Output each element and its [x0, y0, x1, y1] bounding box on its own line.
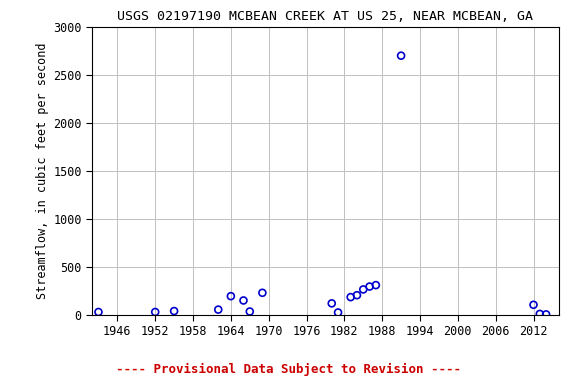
Point [94, 309, 103, 315]
Point [226, 293, 236, 299]
Point [359, 286, 368, 293]
Point [214, 306, 223, 313]
Point [245, 308, 255, 314]
Point [372, 282, 381, 288]
Point [346, 294, 355, 300]
Text: ---- Provisional Data Subject to Revision ----: ---- Provisional Data Subject to Revisio… [116, 363, 460, 376]
Point [150, 309, 160, 315]
Point [239, 297, 248, 303]
Point [258, 290, 267, 296]
Point [396, 53, 406, 59]
Title: USGS 02197190 MCBEAN CREEK AT US 25, NEAR MCBEAN, GA: USGS 02197190 MCBEAN CREEK AT US 25, NEA… [118, 10, 533, 23]
Point [334, 310, 343, 316]
Point [529, 302, 538, 308]
Point [365, 283, 374, 290]
Point [327, 300, 336, 306]
Point [541, 311, 551, 318]
Point [353, 292, 362, 298]
Point [535, 311, 544, 317]
Y-axis label: Streamflow, in cubic feet per second: Streamflow, in cubic feet per second [36, 43, 49, 299]
Point [169, 308, 179, 314]
